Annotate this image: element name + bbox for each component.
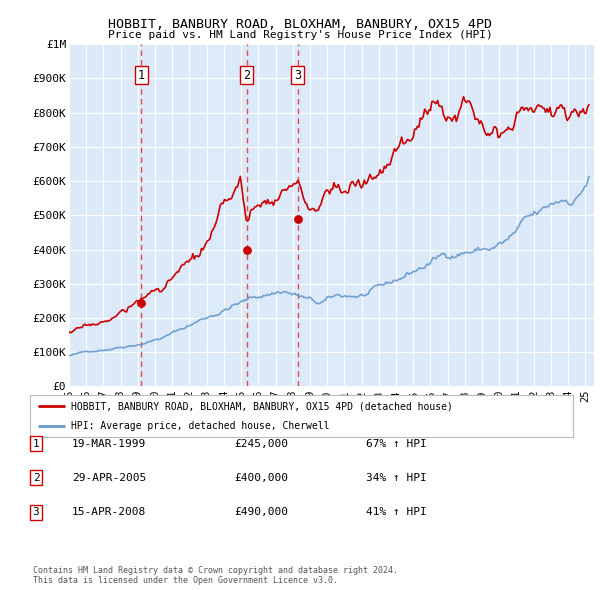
Point — [293, 214, 302, 224]
Text: £400,000: £400,000 — [234, 473, 288, 483]
Text: 67% ↑ HPI: 67% ↑ HPI — [366, 439, 427, 448]
Text: Contains HM Land Registry data © Crown copyright and database right 2024.: Contains HM Land Registry data © Crown c… — [33, 566, 398, 575]
Text: HPI: Average price, detached house, Cherwell: HPI: Average price, detached house, Cher… — [71, 421, 329, 431]
Text: 19-MAR-1999: 19-MAR-1999 — [72, 439, 146, 448]
Text: HOBBIT, BANBURY ROAD, BLOXHAM, BANBURY, OX15 4PD: HOBBIT, BANBURY ROAD, BLOXHAM, BANBURY, … — [108, 18, 492, 31]
Text: 2: 2 — [243, 68, 250, 81]
Text: 34% ↑ HPI: 34% ↑ HPI — [366, 473, 427, 483]
Text: Price paid vs. HM Land Registry's House Price Index (HPI): Price paid vs. HM Land Registry's House … — [107, 30, 493, 40]
Text: This data is licensed under the Open Government Licence v3.0.: This data is licensed under the Open Gov… — [33, 576, 338, 585]
Text: 3: 3 — [32, 507, 40, 517]
Text: HOBBIT, BANBURY ROAD, BLOXHAM, BANBURY, OX15 4PD (detached house): HOBBIT, BANBURY ROAD, BLOXHAM, BANBURY, … — [71, 401, 452, 411]
Text: 29-APR-2005: 29-APR-2005 — [72, 473, 146, 483]
Text: 41% ↑ HPI: 41% ↑ HPI — [366, 507, 427, 517]
Text: £245,000: £245,000 — [234, 439, 288, 448]
Text: 15-APR-2008: 15-APR-2008 — [72, 507, 146, 517]
Text: 1: 1 — [138, 68, 145, 81]
Point — [242, 245, 251, 254]
Text: £490,000: £490,000 — [234, 507, 288, 517]
Text: 2: 2 — [32, 473, 40, 483]
Text: 3: 3 — [294, 68, 301, 81]
Point — [137, 298, 146, 307]
Text: 1: 1 — [32, 439, 40, 448]
